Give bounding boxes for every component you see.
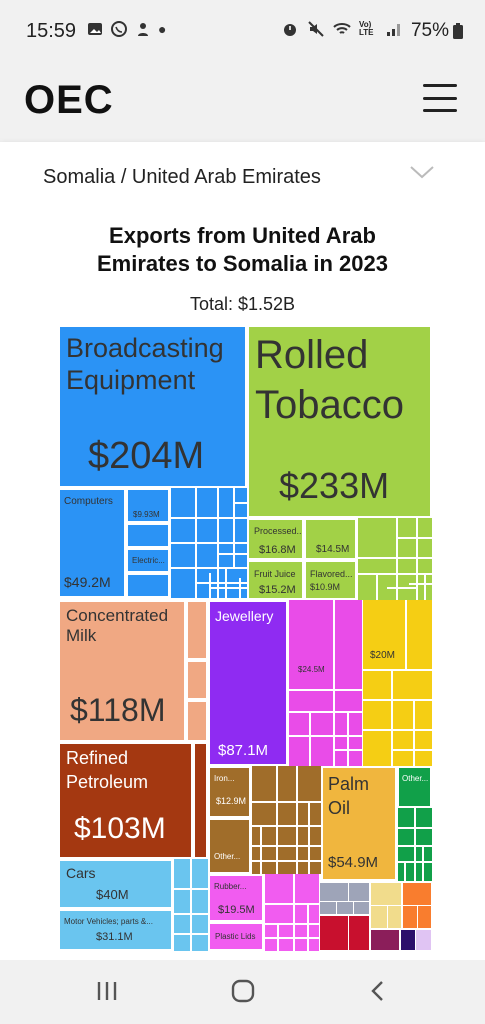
notification-icons: ● xyxy=(86,20,166,38)
yellow-value: $20M xyxy=(370,650,396,661)
gallery-icon xyxy=(88,23,102,35)
battery-status: 75% xyxy=(411,20,463,42)
country-selector[interactable]: Somalia / United Arab Emirates xyxy=(0,142,485,214)
tile-blue-small[interactable]: $9.93M xyxy=(126,488,170,523)
home-icon[interactable] xyxy=(229,976,257,1006)
chevron-down-icon[interactable] xyxy=(409,164,435,180)
grid-magenta xyxy=(264,874,319,951)
tile-green[interactable]: $14.5M xyxy=(304,518,357,560)
system-icons: Vo) LTE xyxy=(281,20,403,38)
navigation-bar xyxy=(0,960,485,1024)
chart-title: Exports from United Arab Emirates to Som… xyxy=(96,223,389,276)
tile-red-small[interactable] xyxy=(193,742,208,859)
signal-icon xyxy=(387,24,400,36)
pink-value: $24.5M xyxy=(298,665,325,674)
tile-refined-petroleum[interactable]: Refined Petroleum $103M xyxy=(58,742,193,859)
tile-flavored[interactable]: Flavored... $10.9M xyxy=(304,560,357,600)
tile-processed[interactable]: Processed... $16.8M xyxy=(247,518,304,560)
hamburger-icon[interactable] xyxy=(423,84,457,112)
tile-jewellery[interactable]: Jewellery $87.1M xyxy=(208,600,288,766)
grid-darkgreen xyxy=(397,808,432,881)
tile-blue[interactable] xyxy=(126,573,170,598)
app-bar: OEC xyxy=(0,62,485,142)
grid-green-small xyxy=(357,518,432,600)
whatsapp-icon xyxy=(111,21,127,37)
tile-motor-vehicles[interactable]: Motor Vehicles; parts &... $31.1M xyxy=(58,909,173,951)
grid-blue-small xyxy=(170,488,247,598)
battery-percent: 75% xyxy=(410,20,449,41)
tile-plastic-lids[interactable]: Plastic Lids xyxy=(208,922,264,951)
tile-rubber[interactable]: Rubber... $19.5M xyxy=(208,874,264,922)
tile-computers[interactable]: Computers $49.2M xyxy=(58,488,126,598)
battery-icon xyxy=(453,23,463,39)
treemap: Broadcasting Equipment $204M Computers $… xyxy=(58,325,432,951)
recents-icon[interactable] xyxy=(94,976,120,1006)
tile-cars[interactable]: Cars $40M xyxy=(58,859,173,909)
tile-orange-small[interactable] xyxy=(186,600,208,660)
tile-orange-small[interactable] xyxy=(186,700,208,742)
back-icon[interactable] xyxy=(368,976,388,1006)
app-icon xyxy=(138,23,148,36)
lte-indicator: Vo) LTE xyxy=(359,20,374,37)
tile-concentrated-milk[interactable]: Concentrated Milk $118M xyxy=(58,600,186,742)
tile-fruit-juice[interactable]: Fruit Juice $15.2M xyxy=(247,560,304,600)
tile-iron[interactable]: Iron... $12.9M xyxy=(208,766,251,818)
tile-electric[interactable]: Electric... xyxy=(126,548,170,573)
selector-label: Somalia / United Arab Emirates xyxy=(43,166,321,188)
wifi-icon xyxy=(333,23,351,34)
grid-misc xyxy=(319,881,431,951)
tile-palm-oil[interactable]: Palm Oil $54.9M xyxy=(321,766,397,881)
grid-yellow xyxy=(362,600,432,766)
status-bar: 15:59 ● Vo) LTE 75% xyxy=(0,0,485,62)
tile-orange-small[interactable] xyxy=(186,660,208,700)
status-time: 15:59 xyxy=(26,20,77,42)
alarm-icon xyxy=(284,24,296,36)
tile-broadcasting-equipment[interactable]: Broadcasting Equipment $204M xyxy=(58,325,247,488)
grid-lightblue xyxy=(173,859,208,951)
tile-rolled-tobacco[interactable]: Rolled Tobacco $233M xyxy=(247,325,432,518)
grid-brown xyxy=(251,766,321,874)
dot-icon: ● xyxy=(158,21,167,37)
grid-pink xyxy=(288,600,362,766)
mute-icon xyxy=(308,21,324,37)
oec-logo[interactable]: OEC xyxy=(24,78,114,122)
tile-green-other[interactable]: Other... xyxy=(397,766,432,808)
tile-brown-other[interactable]: Other... xyxy=(208,818,251,874)
tile-blue[interactable] xyxy=(126,523,170,548)
total-value: Total: $1.52B xyxy=(189,294,296,314)
